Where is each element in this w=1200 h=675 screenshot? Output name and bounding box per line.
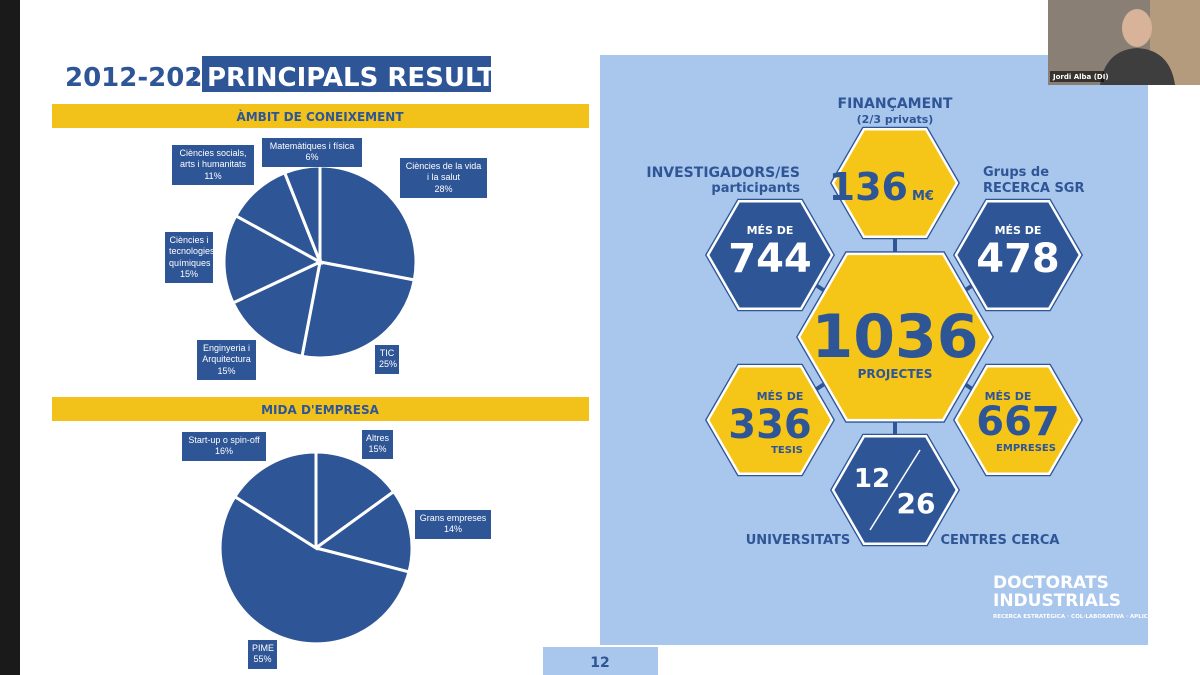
slice-value: 15%: [217, 365, 236, 376]
pie-slice: [218, 494, 411, 646]
slice-name: TIC: [379, 348, 395, 358]
pie-slice: [314, 450, 396, 551]
slice-value: 55%: [253, 654, 272, 665]
slice-label: Start-up o spin-off 16%: [182, 432, 266, 461]
label: UNIVERSITATS: [746, 533, 851, 548]
label: TESIS: [771, 445, 803, 456]
slice-value: 25%: [379, 359, 398, 370]
value: 478: [976, 236, 1060, 282]
slice-label: Matemàtiques i física 6%: [262, 138, 362, 167]
hex-layer: [705, 126, 1083, 547]
label: CENTRES CERCA: [941, 533, 1060, 548]
chart-title: ÀMBIT DE CONEIXEMENT: [236, 109, 404, 124]
slice-label: Ciències i tecnologies químiques 15%: [165, 232, 215, 283]
header-bar: [52, 104, 589, 128]
label: FINANÇAMENT: [838, 96, 953, 112]
value: 744: [728, 236, 812, 282]
header-bar: [52, 397, 589, 421]
logo: DOCTORATS: [993, 573, 1109, 593]
video-person: [1100, 48, 1175, 85]
hexagon: [954, 200, 1082, 310]
label: participants: [711, 181, 800, 196]
slice-label: Ciències socials, arts i humanitats 11%: [172, 145, 254, 185]
prefix: MÉS DE: [747, 224, 794, 237]
slice-value: 11%: [204, 170, 222, 181]
divider: [869, 449, 921, 531]
prefix: MÉS DE: [995, 224, 1042, 237]
value: 136: [829, 165, 908, 209]
slice-label: Grans empreses 14%: [415, 510, 491, 539]
slice-name: Enginyeria i Arquitectura: [202, 343, 251, 365]
video-name: Jordi Alba (DI): [1052, 73, 1109, 81]
pie-slice: [231, 259, 323, 359]
hexagon: [831, 128, 959, 238]
pie-slice: [300, 260, 417, 360]
slice-value: 16%: [214, 446, 233, 457]
frame: [0, 0, 20, 675]
hexagon: [797, 252, 993, 422]
hexagon: [954, 365, 1082, 475]
label: Grups de: [983, 165, 1049, 180]
slice-label: Enginyeria i Arquitectura 15%: [197, 340, 256, 380]
name-tag: [1050, 71, 1104, 82]
slice-value: 15%: [179, 268, 198, 279]
slide-title: PRINCIPALS RESULTATS: [207, 63, 548, 93]
label: (2/3 privats): [857, 113, 934, 126]
slice-value: 14%: [443, 524, 462, 535]
slice-value: 28%: [434, 183, 453, 194]
slice-name: Ciències de la vida i la salut: [405, 161, 482, 183]
value: 336: [728, 402, 812, 448]
slice-label: Altres 15%: [362, 430, 393, 459]
slide-years: 2012-2023: [65, 63, 221, 93]
value: 26: [897, 487, 936, 520]
label: INVESTIGADORS/ES: [646, 165, 800, 181]
page-box: [543, 647, 658, 675]
prefix: MÉS DE: [757, 390, 804, 403]
slice-name: Ciències i tecnologies químiques: [169, 235, 215, 268]
logo: INDUSTRIALS: [993, 591, 1121, 611]
hexagon: [706, 200, 834, 310]
page-number: 12: [590, 655, 609, 671]
slice-name: PIME: [252, 643, 275, 653]
hexagon: [706, 365, 834, 475]
label: RECERCA SGR: [983, 181, 1085, 196]
slice-name: Grans empreses: [419, 513, 487, 523]
prefix: MÉS DE: [985, 390, 1032, 403]
label: EMPRESES: [996, 443, 1056, 454]
video-person: [1122, 9, 1152, 47]
logo-tagline: RECERCA ESTRATÈGICA · COL·LABORATIVA · A…: [993, 612, 1162, 620]
slice-label: Ciències de la vida i la salut 28%: [400, 158, 487, 198]
title-box: [202, 56, 491, 92]
pie-slice: [222, 213, 324, 305]
slice-name: Ciències socials, arts i humanitats: [179, 148, 247, 170]
label: PROJECTES: [858, 367, 933, 381]
chart-title: MIDA D'EMPRESA: [261, 403, 379, 417]
slice-name: Altres: [366, 433, 390, 443]
unit: M€: [912, 189, 934, 204]
value: 12: [854, 464, 890, 494]
slide-colon: :: [190, 63, 200, 93]
pie-slice: [232, 450, 318, 551]
value: 667: [976, 399, 1060, 445]
pie-slice: [312, 489, 414, 574]
value: 1036: [812, 302, 979, 372]
slice-name: Start-up o spin-off: [188, 435, 260, 445]
slice-label: PIME 55%: [248, 640, 277, 669]
slice-value: 15%: [368, 444, 387, 455]
slice-label: TIC 25%: [375, 345, 399, 374]
pie-slice: [318, 164, 418, 282]
slice-value: 6%: [305, 152, 319, 163]
slice-name: Matemàtiques i física: [269, 141, 355, 151]
